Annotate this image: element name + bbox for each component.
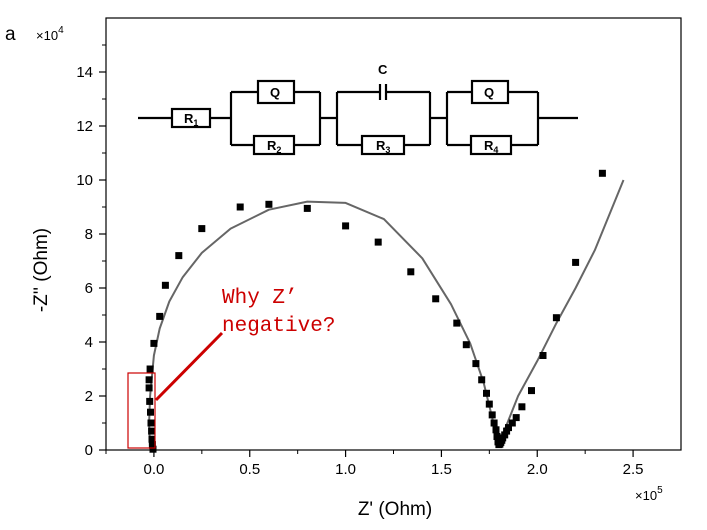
data-point xyxy=(161,281,169,289)
data-point xyxy=(148,441,156,449)
data-point xyxy=(483,389,490,397)
c-label: C xyxy=(378,62,388,77)
data-point xyxy=(598,169,606,177)
r3-label: R3 xyxy=(376,138,390,155)
data-point xyxy=(501,431,509,439)
data-point xyxy=(146,365,154,373)
y-tick-label: 8 xyxy=(85,226,93,243)
data-point xyxy=(432,295,440,303)
data-point xyxy=(485,400,493,408)
highlight-box xyxy=(127,372,156,449)
y-axis-multiplier: ×104 xyxy=(36,25,64,43)
data-point xyxy=(472,360,480,368)
r2-label: R2 xyxy=(267,138,281,155)
data-point xyxy=(156,312,164,320)
data-point xyxy=(488,411,496,419)
data-point xyxy=(342,222,350,230)
data-point xyxy=(148,435,156,443)
y-tick-label: 4 xyxy=(85,334,93,351)
q1-label: Q xyxy=(270,85,280,100)
data-point xyxy=(505,424,512,432)
axis-tick-labels: 0.0 0.5 1.0 1.5 2.0 2.5 0 2 4 6 8 10 12 14 xyxy=(76,64,643,478)
data-point xyxy=(508,419,516,427)
data-point xyxy=(462,341,470,349)
panel-label: a xyxy=(5,24,16,45)
data-point xyxy=(528,387,535,395)
y-tick-label: 10 xyxy=(76,172,93,189)
annotation-line-2: negative? xyxy=(222,315,335,338)
y-tick-label: 6 xyxy=(85,280,93,297)
data-point xyxy=(147,419,155,427)
x-tick-label: 2.5 xyxy=(623,461,644,478)
data-point xyxy=(198,225,206,233)
x-tick-label: 0.0 xyxy=(143,461,164,478)
data-markers xyxy=(145,169,606,453)
data-point xyxy=(490,419,498,427)
data-point xyxy=(539,352,547,359)
data-point xyxy=(175,252,183,260)
data-point xyxy=(145,384,153,392)
y-tick-label: 2 xyxy=(85,388,93,405)
y-axis-title: -Z'' (Ohm) xyxy=(31,228,52,312)
r4-label: R4 xyxy=(484,138,498,155)
y-tick-label: 12 xyxy=(76,118,93,135)
annotation-line-1: Why Z’ xyxy=(222,287,298,310)
x-axis-title: Z' (Ohm) xyxy=(358,499,432,520)
r1-label: R1 xyxy=(184,111,198,128)
data-point xyxy=(518,403,526,411)
data-point xyxy=(407,268,415,276)
data-point xyxy=(572,258,580,266)
axis-ticks xyxy=(99,44,634,457)
data-point xyxy=(512,414,520,422)
data-point xyxy=(478,376,486,384)
data-point xyxy=(303,204,311,212)
data-point xyxy=(493,433,501,440)
data-point xyxy=(149,445,157,453)
x-tick-label: 1.5 xyxy=(431,461,452,478)
data-point xyxy=(145,376,153,384)
x-axis-multiplier: ×105 xyxy=(635,485,663,503)
x-tick-label: 2.0 xyxy=(527,461,548,478)
annotation-arrow xyxy=(154,331,224,402)
data-point xyxy=(148,427,156,435)
x-tick-label: 1.0 xyxy=(335,461,356,478)
data-point xyxy=(374,238,382,246)
data-point xyxy=(146,397,154,405)
data-point xyxy=(150,339,158,347)
y-tick-label: 14 xyxy=(76,64,93,81)
data-point xyxy=(147,408,154,416)
x-tick-label: 0.5 xyxy=(239,461,260,478)
data-point xyxy=(552,314,560,322)
data-point xyxy=(236,203,244,211)
y-tick-label: 0 xyxy=(85,442,93,459)
q2-label: Q xyxy=(484,85,494,100)
equivalent-circuit-diagram xyxy=(138,79,578,156)
plot-frame xyxy=(105,17,682,451)
data-point xyxy=(453,319,461,327)
circuit-labels: R1 Q R2 C R3 Q R4 xyxy=(184,62,498,155)
data-point xyxy=(265,200,273,208)
data-point xyxy=(492,426,500,434)
